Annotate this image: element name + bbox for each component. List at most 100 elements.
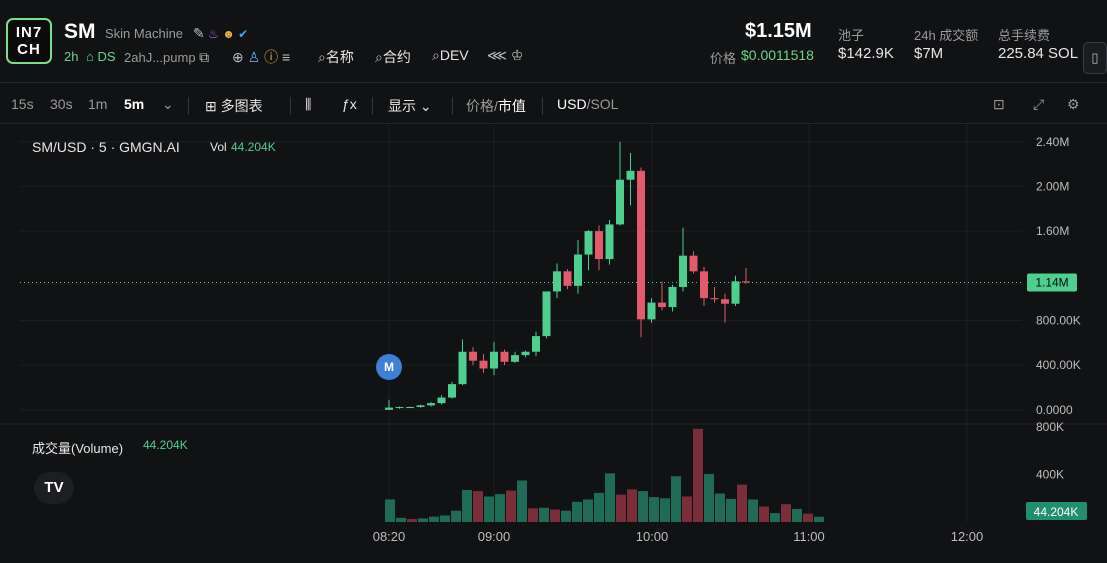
search-name-link[interactable]: ⌕名称 — [318, 47, 354, 67]
fire-icon: ♨ — [208, 27, 219, 41]
share-icon[interactable]: ⋘ — [487, 47, 507, 63]
volume-bar — [385, 499, 395, 522]
currency-toggle[interactable]: USD/SOL — [557, 96, 618, 112]
user-icon[interactable]: ♙ — [247, 49, 261, 65]
tradingview-logo[interactable]: TV — [34, 472, 74, 504]
toolbar-divider — [452, 97, 453, 115]
multi-chart-button[interactable]: ⊞ 多图表 — [205, 96, 263, 116]
candle-body — [458, 351, 467, 385]
fullscreen-icon[interactable]: ⤢ — [1033, 96, 1045, 112]
fees-label: 总手续费 — [998, 28, 1051, 43]
dex-icon: ⌂ — [86, 49, 94, 64]
search-dev-link[interactable]: ⌕DEV — [432, 47, 469, 64]
pool-label: 池子 — [838, 28, 865, 43]
volume-bar — [484, 496, 494, 522]
volume-bar — [583, 499, 593, 522]
list-icon[interactable]: ≡ — [281, 49, 291, 65]
toolbar-divider — [372, 97, 373, 115]
price-mcap-toggle[interactable]: 价格/市值 — [466, 96, 526, 116]
interval-5m[interactable]: 5m — [124, 96, 145, 112]
toolbar-divider — [188, 97, 189, 115]
x-tick-label: 11:00 — [793, 529, 825, 544]
volume-bar — [440, 515, 450, 522]
volume-bar — [649, 497, 659, 522]
volume-bar — [616, 494, 626, 522]
volume-bar — [715, 493, 725, 522]
crown-icon[interactable]: ♔ — [510, 47, 524, 63]
migration-marker[interactable]: M — [376, 354, 402, 380]
volume-24h-label: 24h 成交额 — [914, 28, 979, 43]
social-icons: ⊕ ♙ ⓘ ≡ — [232, 47, 290, 67]
x-tick-label: 09:00 — [478, 529, 511, 544]
link-contract-label: 合约 — [382, 49, 411, 65]
interval-15s[interactable]: 15s — [11, 96, 34, 112]
panel-icon: ▯ — [1091, 50, 1099, 65]
volume-current-label: 44.204K — [1034, 505, 1079, 519]
display-menu[interactable]: 显示 ⌄ — [388, 96, 432, 116]
candle-body — [658, 302, 666, 308]
toggle-slash: / — [586, 96, 591, 112]
candle-body — [605, 224, 614, 260]
chevron-down-icon: ⌄ — [419, 98, 432, 114]
header-divider — [0, 82, 1107, 83]
volume-bar — [539, 507, 549, 522]
usd-option[interactable]: USD — [557, 96, 587, 112]
sidebar-toggle-button[interactable]: ▯ — [1083, 42, 1107, 74]
indicators-button[interactable]: ƒx — [342, 96, 357, 112]
volume-legend-title: 成交量(Volume) — [32, 441, 124, 456]
candle-type-button[interactable]: ⫼ — [305, 96, 311, 113]
mcap-option[interactable]: 市值 — [497, 98, 526, 114]
token-badges: ✎ ♨ ☻ ✔ — [193, 25, 248, 42]
search-contract-link[interactable]: ⌕合约 — [375, 47, 411, 67]
price-option[interactable]: 价格 — [466, 98, 494, 114]
candle-body — [700, 271, 708, 299]
sol-option[interactable]: SOL — [590, 96, 619, 112]
volume-bar — [495, 494, 505, 522]
edit-icon[interactable]: ✎ — [193, 25, 205, 41]
volume-bar — [704, 473, 714, 522]
candle-body — [542, 291, 551, 337]
candle-body — [521, 351, 530, 356]
volume-bar — [517, 480, 527, 522]
candle-body — [532, 336, 540, 352]
globe-icon[interactable]: ⊕ — [232, 49, 244, 65]
ds-link[interactable]: ⌂ DS — [86, 49, 116, 64]
candle-body — [742, 281, 750, 283]
chart-legend-title: SM/USD · 5 · GMGN.AI — [32, 139, 180, 155]
volume-bar — [693, 428, 703, 522]
volume-bar — [726, 498, 736, 522]
candle-body — [710, 298, 719, 300]
warning-icon[interactable]: ⓘ — [264, 49, 279, 65]
token-age: 2h — [64, 49, 79, 64]
interval-1m[interactable]: 1m — [88, 96, 108, 112]
volume-bar — [759, 506, 769, 522]
contract-address[interactable]: 2ahJ...pump ⧉ — [124, 49, 209, 66]
volume-bar — [462, 489, 472, 522]
volume-bar — [748, 499, 758, 522]
fees-value: 225.84 SOL — [998, 45, 1079, 62]
y-tick-label: 800.00K — [1036, 313, 1081, 327]
price-label: 价格 — [710, 51, 737, 66]
volume-bar — [671, 476, 681, 522]
volume-bar — [506, 490, 516, 522]
y-tick-label: 1.60M — [1036, 224, 1069, 238]
interval-dropdown[interactable]: ⌄ — [162, 96, 174, 113]
y-tick-label: 2.00M — [1036, 179, 1069, 193]
volume-bar — [396, 517, 406, 522]
candles-icon: ⫼ — [305, 96, 312, 112]
function-icon: ƒx — [342, 96, 357, 112]
search-icon: ⌕ — [375, 49, 383, 65]
candle-body — [437, 397, 446, 404]
volume-bar — [682, 496, 692, 522]
candle-body — [469, 351, 477, 361]
interval-30s[interactable]: 30s — [50, 96, 73, 112]
camera-icon[interactable]: ⊡ — [993, 96, 1005, 112]
verified-icon: ✔ — [238, 27, 249, 41]
volume-bar — [572, 501, 582, 522]
copy-icon[interactable]: ⧉ — [199, 49, 210, 65]
candle-body — [721, 299, 729, 304]
toolbar-divider — [542, 97, 543, 115]
gear-icon[interactable]: ⚙ — [1067, 96, 1080, 112]
volume-legend-value: 44.204K — [143, 438, 188, 452]
